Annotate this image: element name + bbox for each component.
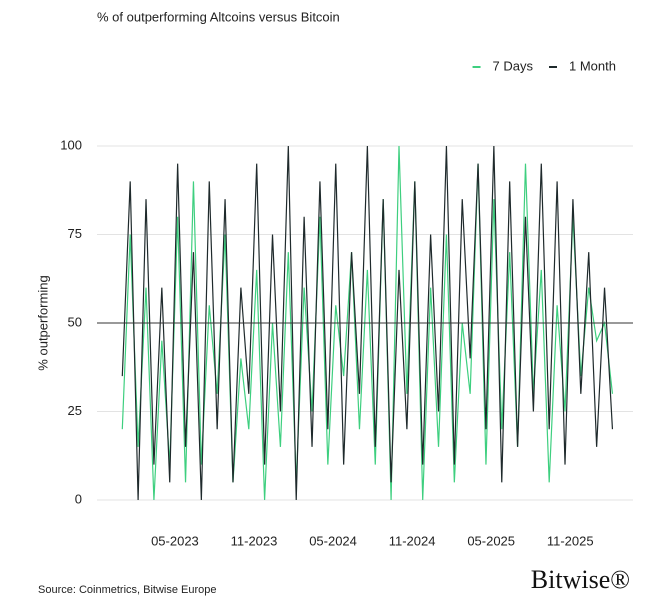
y-tick-label: 0 [75, 491, 82, 506]
series-line [121, 145, 614, 501]
y-tick-label: 75 [68, 226, 82, 241]
brand-logo: Bitwise® [531, 565, 630, 594]
y-axis-label: % outperforming [35, 275, 50, 370]
source: Source: Coinmetrics, Bitwise Europe [38, 584, 217, 596]
x-tick-label: 11-2025 [547, 533, 594, 548]
y-tick-label: 50 [68, 314, 82, 329]
legend-label: 1 Month [569, 58, 616, 73]
chart-title: % of outperforming Altcoins versus Bitco… [97, 9, 340, 24]
y-tick-label: 100 [60, 137, 82, 152]
legend-label: 7 Days [493, 58, 534, 73]
x-tick-label: 05-2023 [151, 533, 199, 548]
x-tick-label: 05-2024 [309, 533, 357, 548]
x-tick-label: 11-2024 [389, 533, 436, 548]
y-tick-label: 25 [68, 403, 82, 418]
x-tick-label: 05-2025 [467, 533, 515, 548]
x-tick-label: 11-2023 [231, 533, 278, 548]
